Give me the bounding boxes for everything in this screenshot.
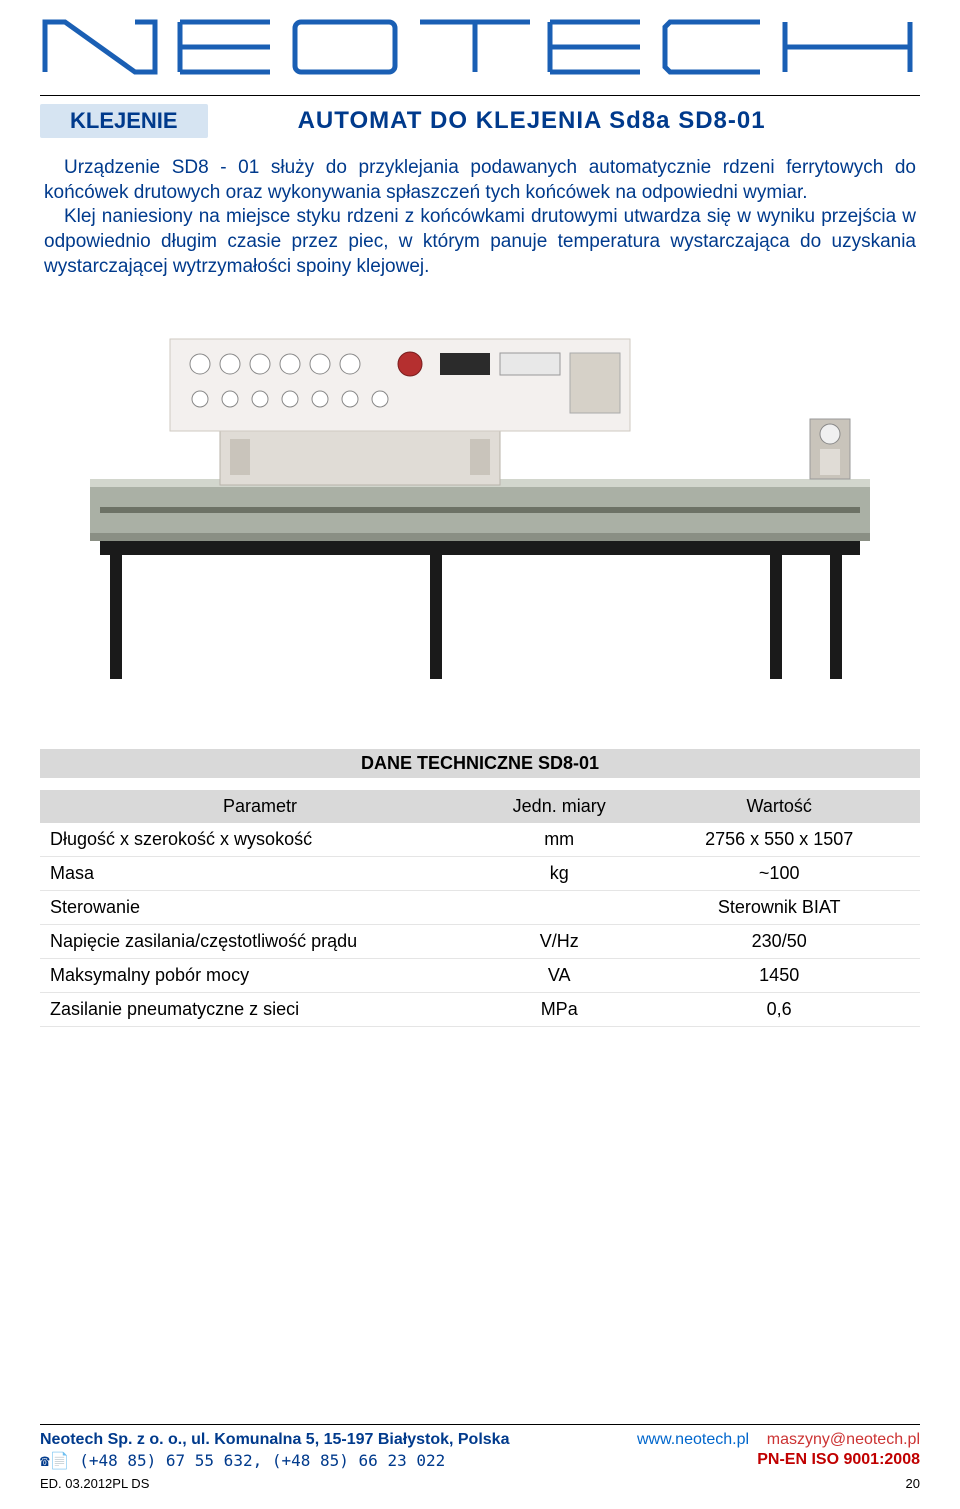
cell-param: Masa [40,857,480,891]
table-row: Sterowanie Sterownik BIAT [40,891,920,925]
footer-phones: ☎📄 (+48 85) 67 55 632, (+48 85) 66 23 02… [40,1451,509,1470]
description-block: Urządzenie SD8 - 01 służy do przyklejani… [40,142,920,279]
col-header-unit: Jedn. miary [480,790,638,823]
cell-unit: V/Hz [480,925,638,959]
cell-unit: kg [480,857,638,891]
footer-company: Neotech Sp. z o. o., ul. Komunalna 5, 15… [40,1431,509,1449]
footer-web-link[interactable]: www.neotech.pl [637,1431,749,1448]
spec-table: Parametr Jedn. miary Wartość Długość x s… [40,790,920,1027]
cell-param: Sterowanie [40,891,480,925]
page-container: KLEJENIE AUTOMAT DO KLEJENIA Sd8a SD8-01… [0,0,960,1509]
spec-table-header-row: Parametr Jedn. miary Wartość [40,790,920,823]
table-row: Zasilanie pneumatyczne z sieci MPa 0,6 [40,993,920,1027]
description-paragraph: Urządzenie SD8 - 01 służy do przyklejani… [44,156,916,205]
footer-left: Neotech Sp. z o. o., ul. Komunalna 5, 15… [40,1431,509,1470]
footer-separator [40,1424,920,1425]
footer-edition: ED. 03.2012PL DS [40,1476,149,1491]
table-row: Długość x szerokość x wysokość mm 2756 x… [40,823,920,857]
cell-param: Zasilanie pneumatyczne z sieci [40,993,480,1027]
footer-row: Neotech Sp. z o. o., ul. Komunalna 5, 15… [40,1431,920,1470]
page-footer: Neotech Sp. z o. o., ul. Komunalna 5, 15… [40,1424,920,1491]
description-paragraph: Klej naniesiony na miejsce styku rdzeni … [44,205,916,279]
cell-param: Maksymalny pobór mocy [40,959,480,993]
table-row: Masa kg ~100 [40,857,920,891]
spec-table-body: Długość x szerokość x wysokość mm 2756 x… [40,823,920,1027]
cell-value: 230/50 [638,925,920,959]
footer-email-link[interactable]: maszyny@neotech.pl [767,1431,920,1448]
cell-unit: MPa [480,993,638,1027]
cell-param: Napięcie zasilania/częstotliwość prądu [40,925,480,959]
product-title: AUTOMAT DO KLEJENIA Sd8a SD8-01 [298,107,766,135]
header-row: KLEJENIE AUTOMAT DO KLEJENIA Sd8a SD8-01 [40,95,920,142]
cell-value: 1450 [638,959,920,993]
cell-value: ~100 [638,857,920,891]
machine-photo [70,319,890,679]
table-row: Maksymalny pobór mocy VA 1450 [40,959,920,993]
footer-cert: PN-EN ISO 9001:2008 [637,1451,920,1469]
col-header-value: Wartość [638,790,920,823]
cell-value: 2756 x 550 x 1507 [638,823,920,857]
footer-right: www.neotech.pl maszyny@neotech.pl PN-EN … [637,1431,920,1470]
col-header-param: Parametr [40,790,480,823]
cell-unit: mm [480,823,638,857]
category-label: KLEJENIE [40,104,208,138]
neotech-logo [40,12,920,82]
cell-param: Długość x szerokość x wysokość [40,823,480,857]
table-row: Napięcie zasilania/częstotliwość prądu V… [40,925,920,959]
cell-unit: VA [480,959,638,993]
footer-bottom: ED. 03.2012PL DS 20 [40,1476,920,1491]
tech-data-title: DANE TECHNICZNE SD8-01 [40,749,920,778]
cell-unit [480,891,638,925]
logo-bar [40,0,920,95]
cell-value: 0,6 [638,993,920,1027]
footer-page-number: 20 [906,1476,920,1491]
cell-value: Sterownik BIAT [638,891,920,925]
